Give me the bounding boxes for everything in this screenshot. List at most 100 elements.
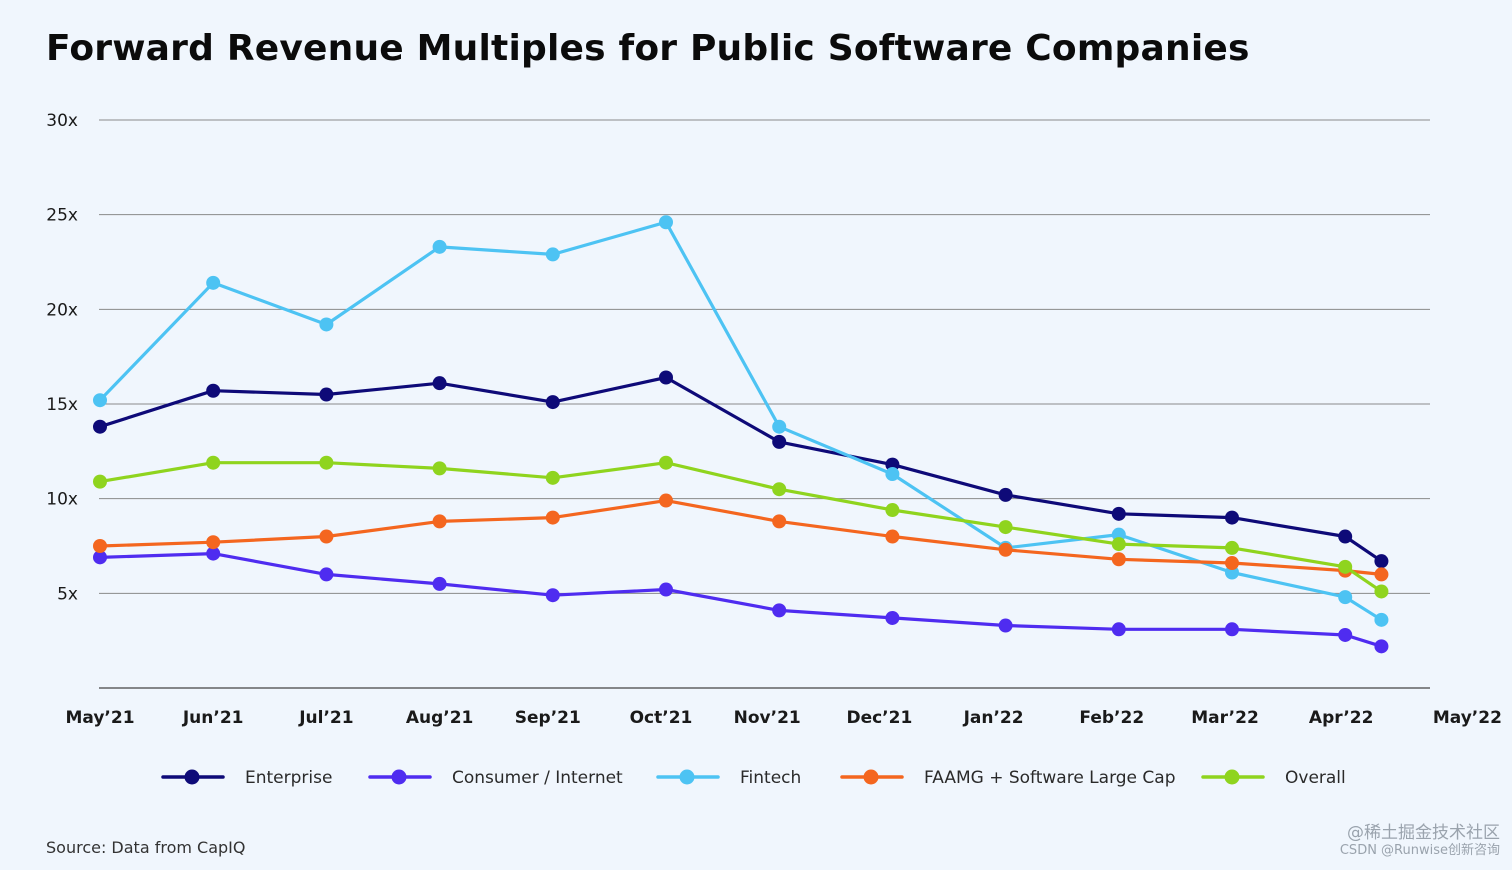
data-point [1111,552,1126,567]
series-line [98,375,1384,563]
y-tick-label: 20x [46,300,78,320]
watermark-line-2: CSDN @Runwise创新咨询 [1339,842,1500,858]
source-note: Source: Data from CapIQ [46,838,246,857]
data-point [432,576,447,591]
x-tick-label: Sep’21 [515,708,581,728]
data-point [93,539,107,553]
data-point [772,419,787,434]
data-point [1225,510,1239,525]
data-point [772,514,787,529]
data-point [432,376,447,391]
x-tick-label: Jul’21 [298,708,353,728]
x-tick-label: Aug’21 [406,708,474,728]
data-point [1111,537,1126,552]
data-point [93,419,107,434]
x-tick-label: Jan’22 [963,708,1024,728]
data-point [545,588,560,603]
data-point [432,514,447,529]
data-point [319,455,334,470]
data-point [206,546,221,561]
legend-swatch-marker [679,769,695,785]
data-point [772,482,787,497]
gridlines [99,119,1430,689]
legend-swatch-marker [863,769,879,785]
data-point [885,529,900,544]
legend-label: Overall [1285,768,1346,788]
data-point [1225,622,1239,637]
data-point [659,455,673,470]
x-tick-label: May’21 [65,708,134,728]
legend-item: FAAMG + Software Large Cap [840,768,1176,788]
data-point [659,215,673,230]
y-tick-label: 15x [46,395,78,415]
data-point [1374,612,1389,627]
data-point [1225,540,1239,555]
data-point [772,603,787,618]
data-point [659,582,673,597]
y-tick-label: 5x [57,584,78,604]
x-tick-label: Nov’21 [734,708,801,728]
legend-item: Overall [1201,768,1346,788]
data-point [432,461,447,476]
data-point [1338,590,1353,605]
data-point [998,618,1013,633]
data-point [885,503,900,518]
x-tick-label: Feb’22 [1079,708,1144,728]
watermark: @稀土掘金技术社区 CSDN @Runwise创新咨询 [1339,823,1500,858]
watermark-line-1: @稀土掘金技术社区 [1347,823,1500,843]
data-point [998,487,1013,502]
x-tick-label: Dec’21 [846,708,912,728]
data-point [1111,506,1126,521]
data-point [659,493,673,508]
data-point [545,510,560,525]
data-point [1111,622,1126,637]
data-point [93,474,107,489]
data-point [998,542,1013,557]
data-point [1338,627,1353,642]
data-point [319,387,334,402]
legend-swatch-marker [391,769,407,785]
data-point [1225,556,1239,571]
data-point [93,393,107,408]
series-line [98,499,1384,577]
y-tick-label: 10x [46,490,78,510]
data-point [206,383,221,398]
data-point [1374,567,1389,582]
y-tick-label: 25x [46,206,78,226]
series-4 [93,493,1389,582]
data-point [432,239,447,254]
data-point [1374,554,1389,569]
data-point [885,610,900,625]
legend: Enterprise Consumer / Internet Fintech FAAM… [161,768,1346,788]
data-point [545,395,560,410]
x-tick-label: Mar’22 [1191,708,1259,728]
data-point [772,434,787,449]
data-point [319,567,334,582]
data-point [998,520,1013,535]
legend-item: Consumer / Internet [368,768,623,788]
x-axis-ticks: May’21 Jun’21 Jul’21 Aug’21 Sep’21 Oct’21 Nov’… [65,708,1501,728]
data-point [659,370,673,385]
data-point [1374,584,1389,599]
series-5 [93,455,1389,599]
data-point [206,275,221,290]
data-point [319,529,334,544]
legend-label: Enterprise [245,768,332,788]
legend-item: Enterprise [161,768,332,788]
data-point [319,317,334,332]
data-point [206,535,221,550]
legend-label: Consumer / Internet [452,768,623,788]
data-point [1338,559,1353,574]
x-tick-label: May’22 [1433,708,1502,728]
data-point [885,467,900,482]
data-point [1338,529,1353,544]
x-tick-label: Oct’21 [630,708,693,728]
legend-swatch-marker [1224,769,1240,785]
data-point [93,550,107,565]
series-line [98,551,1384,648]
legend-label: FAAMG + Software Large Cap [924,768,1176,788]
legend-item: Fintech [656,768,801,788]
data-point [206,455,221,470]
y-axis-ticks: 5x 10x 15x 20x 25x 30x [46,111,78,604]
